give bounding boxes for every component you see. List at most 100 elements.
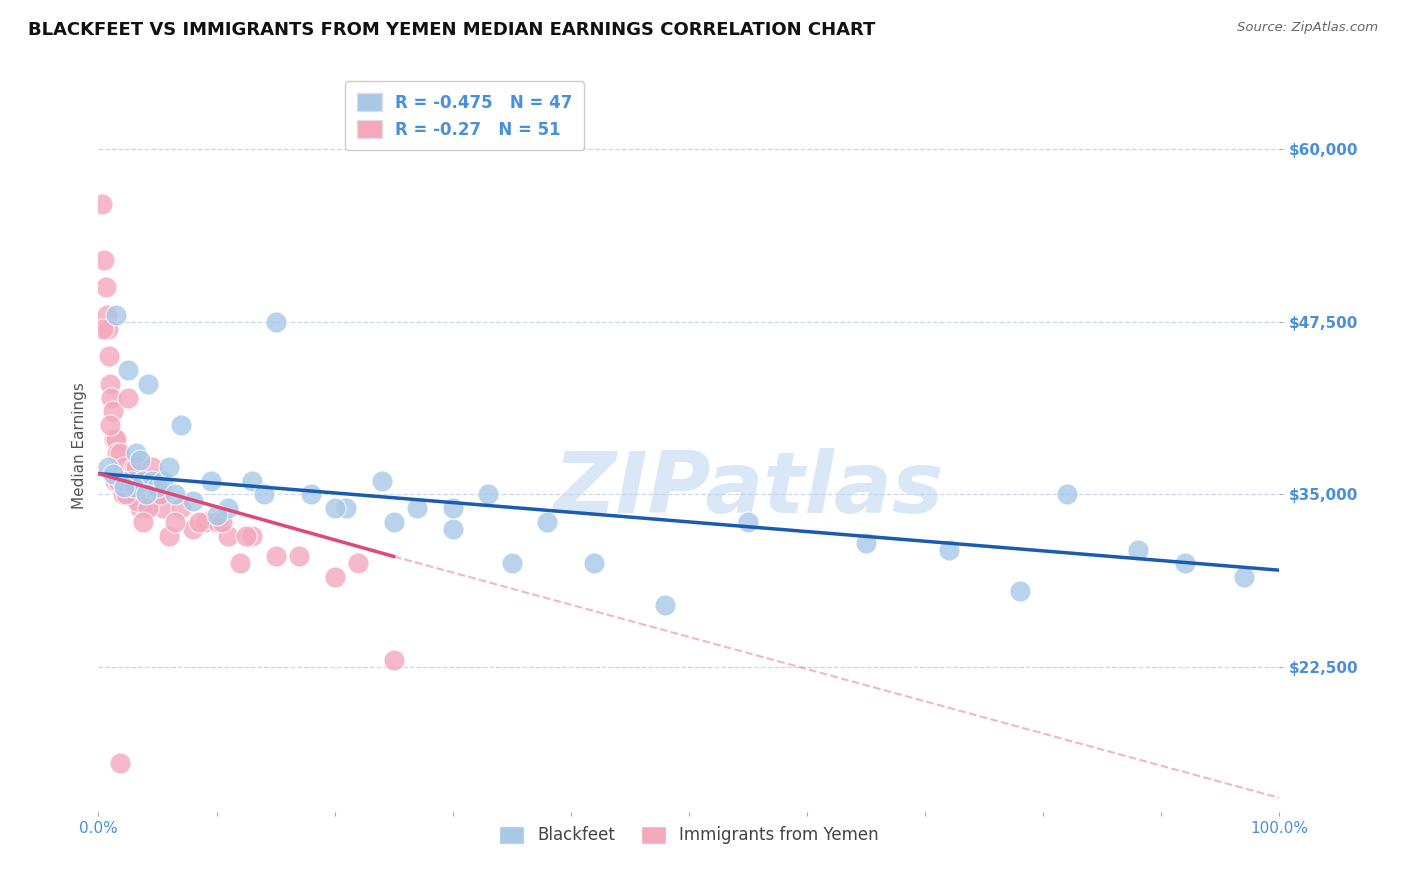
Point <box>132 515 155 529</box>
Point <box>132 474 155 488</box>
Point <box>98 376 121 391</box>
Point <box>1174 557 1197 571</box>
Point <box>136 376 159 391</box>
Text: BLACKFEET VS IMMIGRANTS FROM YEMEN MEDIAN EARNINGS CORRELATION CHART: BLACKFEET VS IMMIGRANTS FROM YEMEN MEDIA… <box>28 21 876 38</box>
Y-axis label: Median Earnings: Median Earnings <box>72 383 87 509</box>
Point <box>1056 487 1078 501</box>
Point <box>235 529 257 543</box>
Point <box>104 474 127 488</box>
Point <box>141 459 163 474</box>
Point <box>501 557 523 571</box>
Point <box>229 557 252 571</box>
Point <box>125 459 148 474</box>
Legend: Blackfeet, Immigrants from Yemen: Blackfeet, Immigrants from Yemen <box>492 819 886 851</box>
Point <box>181 494 204 508</box>
Point <box>122 480 145 494</box>
Point <box>122 459 145 474</box>
Point <box>1126 542 1149 557</box>
Point <box>149 487 172 501</box>
Point <box>152 501 174 516</box>
Point <box>111 474 134 488</box>
Point <box>125 446 148 460</box>
Point <box>146 480 169 494</box>
Point <box>141 474 163 488</box>
Point <box>264 549 287 564</box>
Point <box>217 529 239 543</box>
Point <box>240 474 263 488</box>
Point <box>152 474 174 488</box>
Point <box>200 474 222 488</box>
Point <box>157 459 180 474</box>
Point <box>103 432 125 446</box>
Point <box>108 756 131 771</box>
Point <box>105 446 128 460</box>
Point <box>406 501 429 516</box>
Point <box>583 557 606 571</box>
Point <box>382 515 405 529</box>
Point <box>135 487 157 501</box>
Point <box>94 280 117 294</box>
Point <box>938 542 960 557</box>
Point <box>165 515 187 529</box>
Point <box>205 508 228 522</box>
Point <box>157 529 180 543</box>
Point <box>382 653 405 667</box>
Point <box>98 418 121 433</box>
Point <box>112 480 135 494</box>
Point <box>323 570 346 584</box>
Point <box>187 515 209 529</box>
Point <box>477 487 499 501</box>
Point <box>170 418 193 433</box>
Point <box>371 474 394 488</box>
Point <box>335 501 357 516</box>
Point <box>299 487 322 501</box>
Point <box>181 522 204 536</box>
Point <box>170 501 193 516</box>
Point <box>101 467 124 481</box>
Point <box>101 404 124 418</box>
Point <box>855 535 877 549</box>
Point <box>105 432 128 446</box>
Point <box>211 515 233 529</box>
Point <box>100 391 122 405</box>
Point <box>97 321 120 335</box>
Point <box>135 501 157 516</box>
Point <box>97 459 120 474</box>
Point <box>117 363 139 377</box>
Point <box>1233 570 1256 584</box>
Point <box>240 529 263 543</box>
Point <box>107 474 129 488</box>
Point <box>654 598 676 612</box>
Point <box>112 459 135 474</box>
Point <box>114 487 136 501</box>
Point <box>205 515 228 529</box>
Point <box>441 522 464 536</box>
Point <box>146 487 169 501</box>
Point <box>96 308 118 322</box>
Point <box>217 501 239 516</box>
Point <box>108 446 131 460</box>
Point <box>441 501 464 516</box>
Point <box>98 349 121 363</box>
Point <box>288 549 311 564</box>
Point <box>737 515 759 529</box>
Point <box>323 501 346 516</box>
Point <box>117 391 139 405</box>
Point <box>121 487 143 501</box>
Point <box>93 252 115 267</box>
Point <box>91 321 114 335</box>
Point <box>194 515 217 529</box>
Point <box>536 515 558 529</box>
Point <box>105 308 128 322</box>
Point <box>121 474 143 488</box>
Point <box>128 501 150 516</box>
Point <box>128 452 150 467</box>
Point <box>165 487 187 501</box>
Text: Source: ZipAtlas.com: Source: ZipAtlas.com <box>1237 21 1378 34</box>
Point <box>112 487 135 501</box>
Point <box>111 474 134 488</box>
Point <box>264 315 287 329</box>
Point <box>91 197 114 211</box>
Point <box>253 487 276 501</box>
Point <box>127 494 149 508</box>
